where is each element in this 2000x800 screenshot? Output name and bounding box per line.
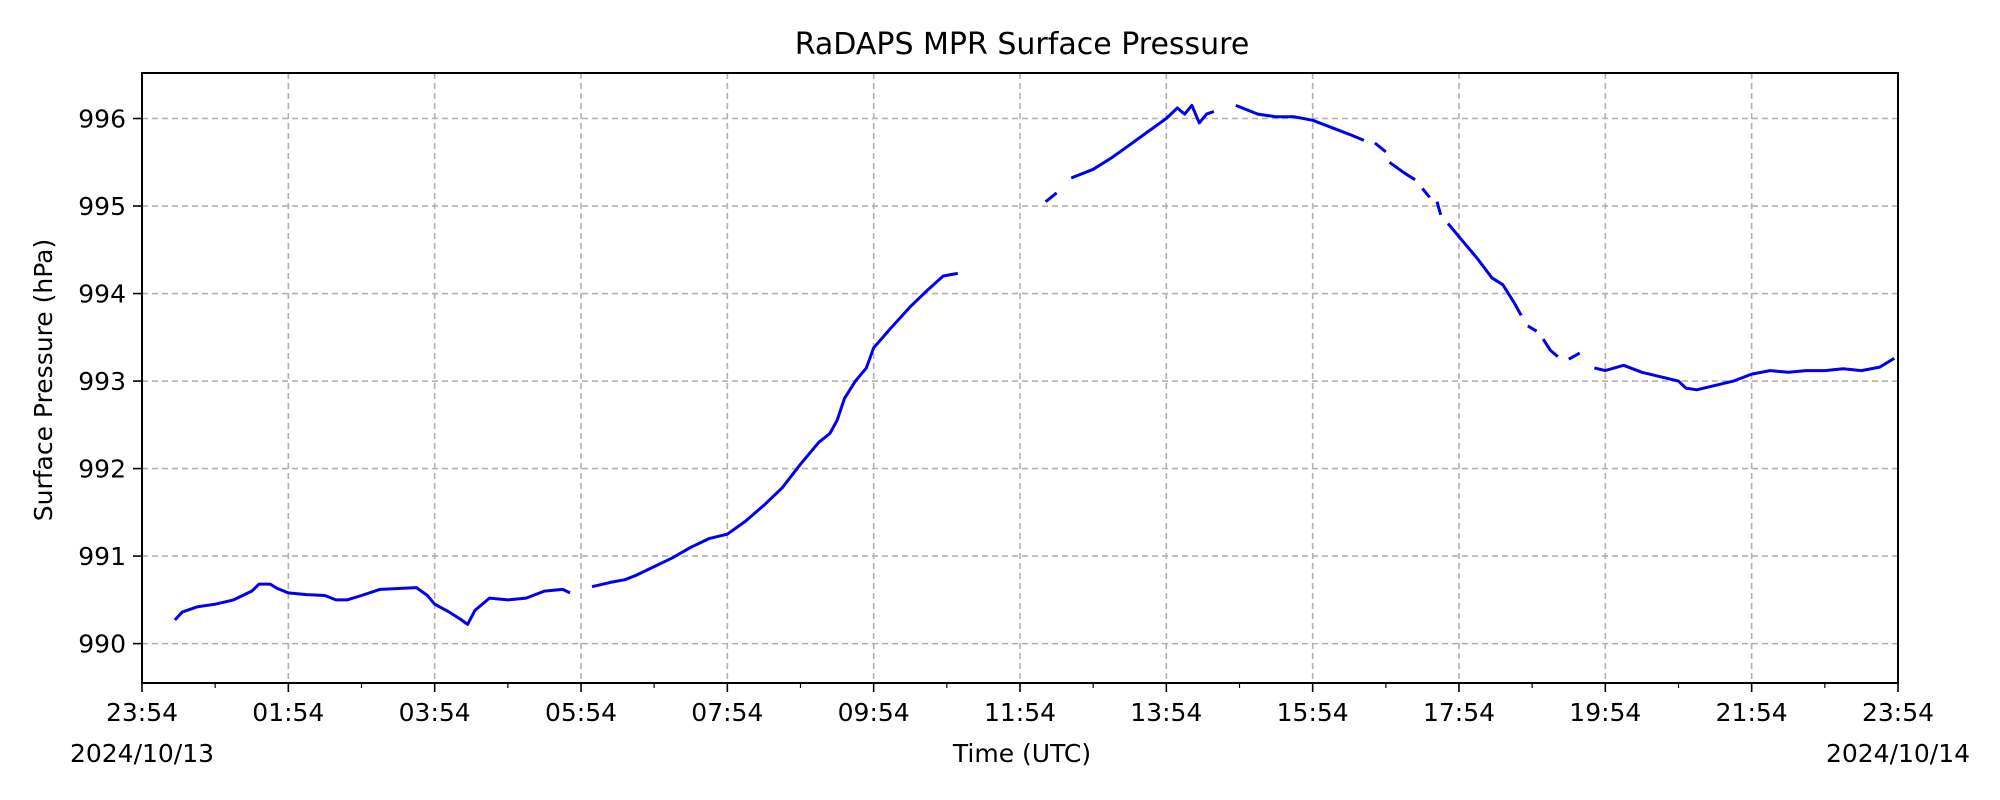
x-tick-label: 19:54 xyxy=(1569,698,1641,727)
x-tick-label: 03:54 xyxy=(399,698,471,727)
series-line-segment xyxy=(1235,104,1365,142)
series-line-segment xyxy=(1388,161,1416,182)
x-tick-label: 11:54 xyxy=(984,698,1056,727)
axis-ticks: 990 991 992 993 994 995 996 23:54 01:54 03:54 05:5… xyxy=(78,105,1934,727)
y-axis-label: Surface Pressure (hPa) xyxy=(29,239,58,522)
chart-title: RaDAPS MPR Surface Pressure xyxy=(795,27,1250,62)
x-tick-label: 01:54 xyxy=(252,698,324,727)
series-line-segment xyxy=(1421,187,1431,199)
x-tick-label: 13:54 xyxy=(1130,698,1202,727)
series-line-segment xyxy=(1568,351,1581,361)
y-tick-label: 996 xyxy=(78,105,126,134)
y-tick-label: 991 xyxy=(78,542,126,571)
series-line-segment xyxy=(1070,103,1215,180)
series-line-segment xyxy=(591,271,959,589)
x-tick-label: 23:54 xyxy=(1862,698,1934,727)
x-tick-label: 17:54 xyxy=(1423,698,1495,727)
data-series xyxy=(173,103,1896,626)
series-line-segment xyxy=(1373,141,1387,153)
x-date-end: 2024/10/14 xyxy=(1826,739,1970,768)
x-tick-label: 05:54 xyxy=(545,698,617,727)
x-tick-label: 21:54 xyxy=(1716,698,1788,727)
y-tick-label: 995 xyxy=(78,192,126,221)
x-tick-label: 15:54 xyxy=(1277,698,1349,727)
grid-lines xyxy=(142,73,1898,683)
x-tick-label: 07:54 xyxy=(691,698,763,727)
series-line-segment xyxy=(1541,338,1559,358)
x-axis-label: Time (UTC) xyxy=(952,739,1091,768)
x-tick-label: 09:54 xyxy=(838,698,910,727)
series-line-segment xyxy=(1435,201,1443,216)
x-tick-label: 23:54 xyxy=(106,698,178,727)
series-line-segment xyxy=(173,582,571,626)
series-line-segment xyxy=(1044,191,1058,203)
x-date-start: 2024/10/13 xyxy=(70,739,214,768)
y-tick-label: 994 xyxy=(78,280,126,309)
series-line-segment xyxy=(1594,357,1896,392)
y-tick-label: 993 xyxy=(78,367,126,396)
y-tick-label: 992 xyxy=(78,455,126,484)
y-tick-label: 990 xyxy=(78,630,126,659)
series-line-segment xyxy=(1527,324,1538,333)
series-line-segment xyxy=(1446,222,1523,317)
